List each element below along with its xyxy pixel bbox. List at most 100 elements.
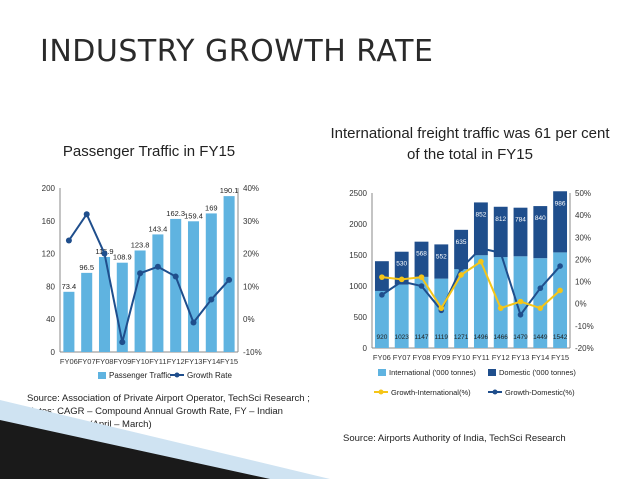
x-tick-label: FY08 (413, 353, 431, 362)
bar-value-label-domestic: 784 (515, 217, 526, 224)
legend-label-growth-rate: Growth Rate (187, 371, 232, 380)
chart-title-line: of the total in FY15 (407, 146, 533, 163)
growth-domestic-point (557, 263, 563, 269)
x-tick-label: FY09 (432, 353, 450, 362)
growth-domestic-point (517, 311, 524, 318)
y-left-tick-label: 40 (46, 315, 55, 324)
y-right-tick-label: 20% (243, 250, 259, 259)
y-right-tick-label: 40% (575, 211, 591, 220)
y-right-tick-label: 20% (575, 255, 591, 264)
bar-passenger-traffic (134, 250, 146, 352)
legend-label-growth-international: Growth-International(%) (391, 388, 471, 397)
bar-domestic (493, 206, 508, 258)
growth-international-point (517, 298, 524, 305)
legend-marker-growth-rate (174, 372, 180, 378)
growth-rate-point (154, 263, 161, 270)
bar-domestic (473, 202, 488, 256)
bar-value-label-domestic: 812 (495, 216, 506, 223)
growth-rate-point (208, 296, 215, 303)
legend-swatch-domestic (488, 369, 496, 376)
bar-value-label-international: 1119 (435, 334, 449, 341)
growth-international-point (537, 305, 544, 311)
bar-value-label-international: 1449 (533, 334, 548, 341)
bar-value-label-international: 920 (376, 334, 387, 341)
chart-title-line: International freight traffic was 61 per… (330, 125, 610, 142)
bar-domestic (434, 244, 449, 279)
passenger-traffic-chart: Passenger Traffic in FY15 0 40 80 120 160 200 -… (42, 143, 262, 380)
bar-domestic (513, 207, 528, 257)
legend-label-passenger-traffic: Passenger Traffic (109, 371, 171, 380)
notes-line: Notes: CAGR – Compound Annual Growth Rat… (27, 406, 283, 417)
y-left-tick-label: 0 (363, 344, 368, 353)
bar-international (434, 278, 449, 348)
bar-value-label: 123.8 (131, 240, 150, 249)
x-tick-label: FY15 (551, 353, 569, 362)
legend-swatch-international (378, 369, 386, 376)
y-left-tick-label: 1500 (349, 251, 367, 260)
bar-value-label: 73.4 (62, 282, 77, 291)
y-right-tick-label: 10% (243, 282, 259, 291)
bar-value-label-domestic: 840 (535, 215, 546, 222)
corner-dark-wedge (0, 420, 270, 479)
bar-value-label-domestic: 986 (555, 200, 566, 207)
growth-rate-line (68, 212, 230, 343)
bar-value-label-international: 1023 (394, 334, 409, 341)
bar-value-label-international: 1496 (474, 334, 489, 341)
bar-international (493, 257, 508, 348)
bar-passenger-traffic (205, 213, 217, 352)
growth-domestic-point (537, 285, 544, 292)
growth-international-point (379, 274, 385, 280)
bar-value-label-international: 1542 (553, 334, 568, 341)
growth-international-point (557, 287, 563, 294)
slide-title: INDUSTRY GROWTH RATE (40, 34, 434, 69)
source-note-right: Source: Airports Authority of India, Tec… (343, 433, 566, 444)
growth-international-point (438, 305, 445, 311)
source-line: Source: Association of Private Airport O… (27, 393, 310, 404)
bar-passenger-traffic (187, 221, 200, 352)
bar-value-label-domestic: 568 (416, 251, 427, 258)
bar-value-label: 190.1 (220, 186, 239, 195)
y-left-tick-label: 120 (42, 250, 56, 259)
y-left-tick-label: 500 (354, 313, 368, 322)
bar-value-label: 162.3 (166, 209, 185, 218)
x-tick-label: FY08 (96, 357, 114, 366)
growth-domestic-point (458, 265, 464, 272)
y-left-tick-label: 1000 (349, 282, 367, 291)
bar-value-label: 143.4 (149, 224, 168, 233)
bar-domestic (533, 206, 548, 259)
growth-rate-point (172, 273, 179, 280)
bar-domestic (454, 229, 469, 270)
growth-rate-point (137, 270, 144, 277)
bar-international (553, 252, 568, 348)
growth-international-point (478, 258, 484, 265)
x-tick-label: FY15 (220, 357, 238, 366)
legend-swatch-passenger-traffic (98, 372, 106, 379)
bar-value-label-international: 1147 (415, 334, 429, 341)
bar-international (454, 269, 469, 348)
growth-rate-point (65, 237, 72, 244)
y-left-tick-label: 2000 (349, 220, 367, 229)
growth-rate-point (226, 276, 233, 283)
x-tick-label: FY10 (452, 353, 470, 362)
growth-domestic-point (379, 292, 385, 298)
growth-international-point (497, 305, 504, 311)
bar-value-label-international: 1271 (454, 334, 469, 341)
bar-passenger-traffic (81, 272, 93, 352)
legend-label-domestic: Domestic ('000 tonnes) (499, 368, 576, 377)
y-right-tick-label: -10% (243, 348, 262, 357)
corner-decoration (0, 400, 330, 479)
bar-international (374, 290, 389, 348)
bar-value-label-domestic: 552 (436, 253, 447, 260)
y-right-tick-label: 0% (243, 315, 255, 324)
growth-rate-point (83, 211, 90, 218)
y-left-tick-label: 80 (46, 282, 55, 291)
bar-passenger-traffic (116, 262, 128, 352)
legend-label-international: International ('000 tonnes) (389, 368, 476, 377)
y-right-tick-label: 30% (243, 217, 259, 226)
growth-rate-point (119, 339, 126, 346)
x-tick-label: FY14 (531, 353, 549, 362)
x-tick-label: FY10 (131, 357, 149, 366)
chart-title: Passenger Traffic in FY15 (63, 143, 235, 160)
bar-passenger-traffic (152, 234, 164, 352)
bar-passenger-traffic (223, 196, 235, 352)
